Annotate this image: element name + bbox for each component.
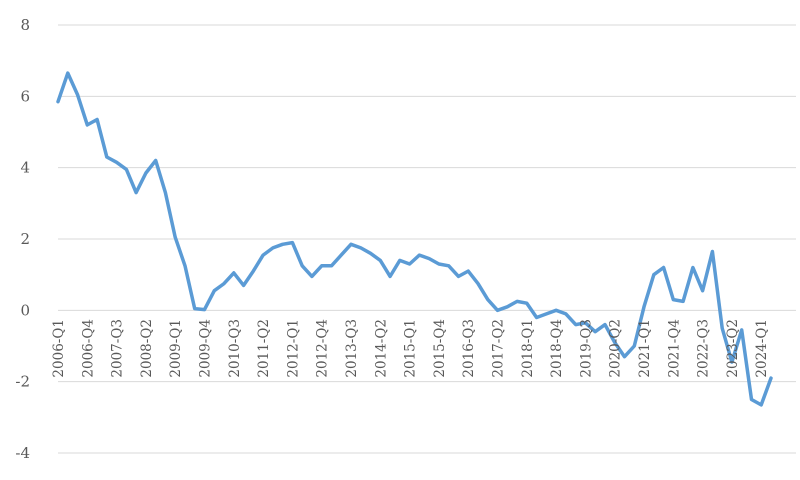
x-tick-label: 2009-Q1 [168, 319, 184, 378]
x-axis-tick-labels: 2006-Q1 2006-Q4 2007-Q3 2008-Q2 2009-Q1 2009-… [51, 319, 770, 378]
x-tick-label: 2013-Q3 [344, 319, 360, 378]
x-tick-label: 2021-Q1 [637, 319, 653, 378]
x-tick-label: 2022-Q3 [696, 319, 712, 378]
y-tick-label: -2 [15, 373, 30, 391]
x-tick-label: 2021-Q4 [666, 319, 682, 378]
x-tick-label: 2012-Q4 [315, 319, 331, 378]
x-tick-label: 2010-Q3 [227, 319, 243, 378]
x-tick-label: 2011-Q2 [256, 319, 272, 378]
x-tick-label: 2017-Q2 [491, 319, 507, 378]
x-tick-label: 2016-Q3 [461, 319, 477, 378]
x-tick-label: 2015-Q1 [403, 319, 419, 378]
y-axis-tick-labels: -4 -2 0 2 4 6 8 [15, 16, 30, 462]
x-tick-label: 2018-Q1 [520, 319, 536, 378]
x-tick-label: 2014-Q2 [373, 319, 389, 378]
y-tick-label: 4 [20, 159, 30, 177]
x-tick-label: 2006-Q4 [80, 319, 96, 378]
data-series [56, 71, 773, 407]
gridlines [58, 24, 796, 454]
x-tick-label: 2012-Q1 [285, 319, 301, 378]
y-tick-label: 6 [20, 87, 30, 105]
x-tick-label: 2018-Q4 [549, 319, 565, 378]
y-tick-label: 8 [20, 16, 30, 34]
y-tick-label: 0 [20, 301, 30, 319]
x-tick-label: 2024-Q1 [754, 319, 770, 378]
series-line [56, 71, 773, 407]
y-tick-label: 2 [20, 230, 30, 248]
x-tick-label: 2015-Q4 [432, 319, 448, 378]
x-tick-label: 2006-Q1 [51, 319, 67, 378]
x-tick-label: 2019-Q3 [578, 319, 594, 378]
y-tick-label: -4 [15, 444, 30, 462]
x-tick-label: 2020-Q2 [608, 319, 624, 378]
x-tick-label: 2007-Q3 [110, 319, 126, 378]
x-tick-label: 2008-Q2 [139, 319, 155, 378]
x-tick-label: 2023-Q2 [725, 319, 741, 378]
x-tick-label: 2009-Q4 [198, 319, 214, 378]
